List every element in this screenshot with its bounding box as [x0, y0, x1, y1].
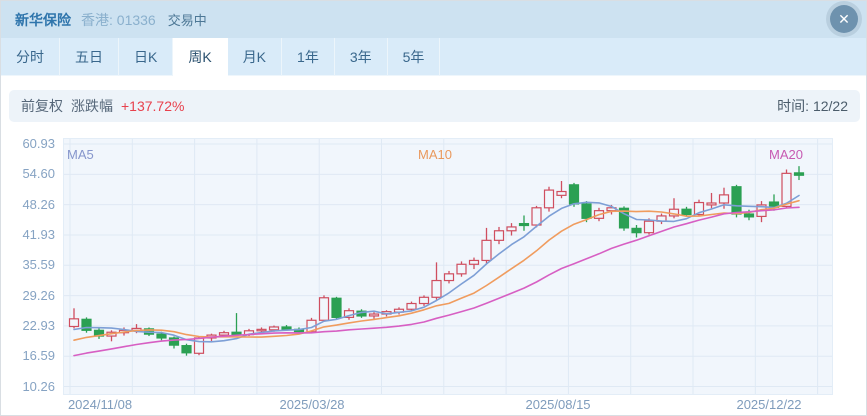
candle-body — [168, 337, 180, 346]
trading-status: 交易中 — [167, 13, 207, 28]
tab-0[interactable]: 分时 — [1, 38, 60, 76]
candle-body — [731, 186, 742, 215]
y-axis-tick: 16.59 — [22, 348, 55, 364]
close-icon: ✕ — [838, 11, 850, 27]
close-button[interactable]: ✕ — [830, 5, 858, 33]
adjust-mode-label: 前复权 — [21, 98, 63, 114]
candle-body — [418, 296, 430, 305]
candle-body — [268, 326, 280, 331]
x-axis-tick: 2024/11/08 — [67, 397, 133, 412]
candle-body — [406, 302, 417, 310]
candle-body — [331, 297, 342, 318]
candle-body — [506, 226, 517, 232]
candle-body — [181, 345, 192, 354]
candle-body — [481, 239, 492, 262]
header: 新华保险 香港: 01336 交易中 ✕ — [1, 1, 866, 38]
ma20-legend: MA20 — [769, 147, 803, 162]
y-axis-tick: 60.93 — [22, 136, 55, 151]
tab-7[interactable]: 5年 — [388, 38, 441, 76]
ma10-legend: MA10 — [418, 147, 452, 162]
ma20-line — [73, 206, 800, 357]
candle-body — [493, 230, 505, 241]
candlestick-plot[interactable] — [63, 138, 833, 395]
period-tabs: 分时 五日 日K 周K 月K 1年 3年 5年 — [1, 38, 866, 76]
candle-body — [193, 337, 205, 354]
candle-body — [631, 227, 642, 234]
y-axis-tick: 54.60 — [22, 166, 55, 182]
candle-body — [281, 326, 292, 330]
candle-body — [556, 190, 567, 196]
candle-body — [531, 207, 542, 226]
candle-body — [793, 172, 805, 176]
x-axis-tick: 2025/08/15 — [525, 397, 591, 412]
candle-body — [618, 207, 630, 229]
x-axis-tick: 2025/03/28 — [279, 397, 345, 412]
tab-5[interactable]: 1年 — [282, 38, 335, 76]
stock-code: 香港: 01336 — [81, 11, 156, 28]
x-axis-tick: 2025/12/22 — [736, 397, 802, 412]
change-label: 涨跌幅 — [71, 98, 113, 114]
y-axis-tick: 48.26 — [22, 196, 55, 212]
candle-body — [543, 189, 555, 209]
candle-body — [156, 333, 167, 339]
tab-1[interactable]: 五日 — [60, 38, 119, 76]
candle-body — [443, 273, 455, 282]
tab-3[interactable]: 周K — [173, 38, 228, 76]
candle-body — [431, 279, 442, 298]
candle-body — [368, 313, 380, 317]
tab-2[interactable]: 日K — [119, 38, 174, 76]
candle-body — [218, 332, 230, 336]
candle-body — [743, 213, 755, 218]
candle-body — [456, 263, 467, 275]
candle-body — [681, 208, 692, 216]
y-axis-tick: 29.26 — [22, 287, 55, 303]
ma10-line — [73, 199, 800, 341]
candle-body — [518, 222, 530, 227]
candle-body — [718, 194, 730, 204]
candle-body — [81, 318, 92, 331]
tab-4[interactable]: 月K — [228, 38, 283, 76]
y-axis-tick: 35.59 — [22, 257, 55, 273]
ma5-line — [73, 194, 800, 343]
y-axis-tick: 22.93 — [22, 317, 55, 333]
candle-body — [318, 297, 330, 321]
candle-body — [706, 202, 717, 206]
tab-6[interactable]: 3年 — [335, 38, 388, 76]
y-axis-tick: 41.93 — [22, 226, 55, 242]
time-label: 时间: 12/22 — [777, 98, 848, 114]
candle-body — [581, 203, 592, 219]
chart-svg — [64, 139, 832, 394]
candle-body — [693, 201, 705, 216]
candle-body — [643, 220, 655, 234]
change-value: +137.72% — [121, 98, 185, 114]
y-axis-tick: 10.26 — [22, 378, 55, 394]
candle-body — [568, 184, 580, 205]
candle-body — [256, 328, 267, 332]
stock-name: 新华保险 — [15, 11, 71, 28]
candle-body — [68, 318, 80, 328]
chart-area: 60.93 54.60 48.26 41.93 35.59 29.26 22.93 16.59… — [1, 122, 866, 415]
candle-body — [468, 259, 480, 265]
candle-body — [781, 172, 792, 207]
ma5-legend: MA5 — [67, 147, 94, 162]
info-bar: 前复权 涨跌幅 +137.72% 时间: 12/22 — [9, 90, 860, 122]
candle-body — [231, 331, 242, 336]
